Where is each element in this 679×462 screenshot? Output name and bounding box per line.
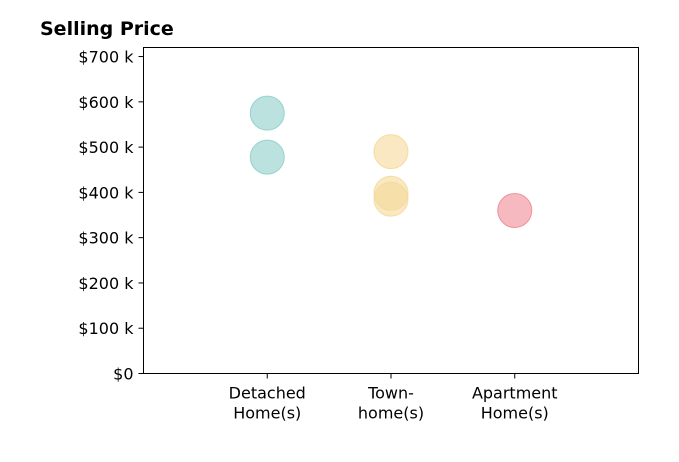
x-tick-label: Home(s)	[233, 404, 301, 423]
x-tick-label: home(s)	[358, 404, 424, 423]
y-tick-label: $400 k	[78, 183, 134, 202]
y-tick-label: $100 k	[78, 319, 134, 338]
data-point	[373, 181, 409, 217]
x-tick-label: Detached	[229, 384, 306, 403]
data-point	[497, 193, 533, 228]
y-tick-label: $300 k	[78, 229, 134, 248]
data-point	[373, 134, 409, 170]
y-tick-label: $700 k	[78, 48, 134, 67]
x-tick-label: Apartment	[472, 384, 558, 403]
x-axis: DetachedHome(s)Town-home(s)ApartmentHome…	[229, 373, 558, 423]
y-axis: $0 $100 k $200 k $300 k $400 k $500 k $600 k $7…	[78, 48, 144, 384]
data-point	[249, 139, 285, 175]
data-point	[249, 95, 285, 131]
y-tick-label: $200 k	[78, 274, 134, 293]
y-tick-label: $600 k	[78, 93, 134, 112]
y-tick-label: $500 k	[78, 138, 134, 157]
x-tick-label: Town-	[367, 384, 414, 403]
data-points	[249, 95, 533, 228]
y-tick-label: $0	[113, 365, 133, 384]
chart-title: Selling Price	[40, 18, 174, 40]
x-tick-label: Home(s)	[481, 404, 549, 423]
